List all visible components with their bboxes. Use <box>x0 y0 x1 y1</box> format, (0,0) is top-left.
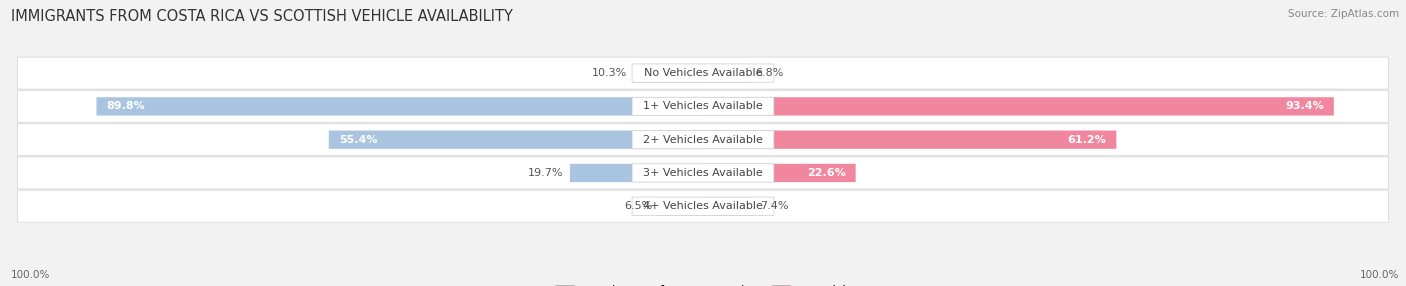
FancyBboxPatch shape <box>17 90 1389 122</box>
Text: 1+ Vehicles Available: 1+ Vehicles Available <box>643 102 763 111</box>
Text: 4+ Vehicles Available: 4+ Vehicles Available <box>643 201 763 211</box>
Text: 89.8%: 89.8% <box>107 102 145 111</box>
Text: 55.4%: 55.4% <box>339 135 377 145</box>
Text: 22.6%: 22.6% <box>807 168 845 178</box>
FancyBboxPatch shape <box>703 197 754 215</box>
FancyBboxPatch shape <box>633 197 773 215</box>
Text: 100.0%: 100.0% <box>1360 270 1399 280</box>
Text: 7.4%: 7.4% <box>759 201 789 211</box>
Text: 6.5%: 6.5% <box>624 201 652 211</box>
FancyBboxPatch shape <box>17 157 1389 189</box>
FancyBboxPatch shape <box>329 130 703 149</box>
FancyBboxPatch shape <box>659 197 703 215</box>
Text: 19.7%: 19.7% <box>527 168 564 178</box>
Text: 61.2%: 61.2% <box>1067 135 1107 145</box>
FancyBboxPatch shape <box>17 190 1389 222</box>
FancyBboxPatch shape <box>17 124 1389 156</box>
FancyBboxPatch shape <box>17 57 1389 89</box>
FancyBboxPatch shape <box>633 130 773 149</box>
FancyBboxPatch shape <box>703 130 1116 149</box>
Text: No Vehicles Available: No Vehicles Available <box>644 68 762 78</box>
FancyBboxPatch shape <box>633 64 773 82</box>
FancyBboxPatch shape <box>703 97 1334 116</box>
Text: 2+ Vehicles Available: 2+ Vehicles Available <box>643 135 763 145</box>
FancyBboxPatch shape <box>634 64 703 82</box>
Text: 93.4%: 93.4% <box>1285 102 1323 111</box>
FancyBboxPatch shape <box>569 164 703 182</box>
Text: Source: ZipAtlas.com: Source: ZipAtlas.com <box>1288 9 1399 19</box>
Text: 100.0%: 100.0% <box>11 270 51 280</box>
FancyBboxPatch shape <box>703 164 856 182</box>
Text: IMMIGRANTS FROM COSTA RICA VS SCOTTISH VEHICLE AVAILABILITY: IMMIGRANTS FROM COSTA RICA VS SCOTTISH V… <box>11 9 513 23</box>
Text: 6.8%: 6.8% <box>755 68 785 78</box>
FancyBboxPatch shape <box>633 97 773 116</box>
Legend: Immigrants from Costa Rica, Scottish: Immigrants from Costa Rica, Scottish <box>555 285 851 286</box>
Text: 10.3%: 10.3% <box>592 68 627 78</box>
FancyBboxPatch shape <box>97 97 703 116</box>
Text: 3+ Vehicles Available: 3+ Vehicles Available <box>643 168 763 178</box>
FancyBboxPatch shape <box>633 164 773 182</box>
FancyBboxPatch shape <box>703 64 749 82</box>
